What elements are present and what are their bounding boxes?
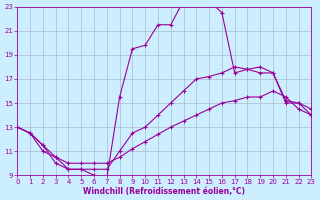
- X-axis label: Windchill (Refroidissement éolien,°C): Windchill (Refroidissement éolien,°C): [84, 187, 245, 196]
